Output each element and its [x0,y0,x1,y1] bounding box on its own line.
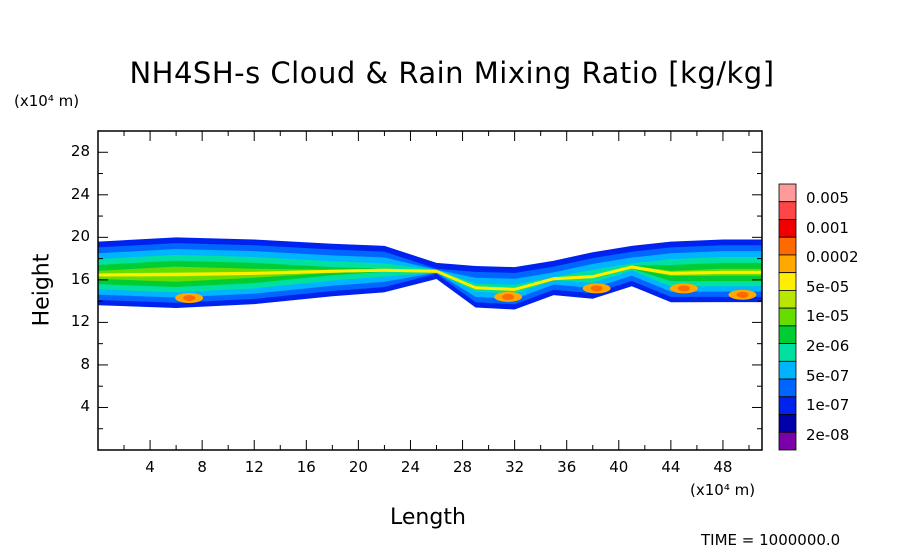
y-tick-label: 28 [70,142,90,161]
x-tick-label: 48 [713,458,733,476]
colorbar-swatch [778,343,797,362]
colorbar-label: 0.001 [806,218,849,237]
x-tick-label: 28 [453,458,473,476]
colorbar-swatch [778,396,797,415]
y-axis-unit: (x10⁴ m) [14,92,80,110]
colorbar-swatch [778,378,797,398]
colorbar-label: 1e-05 [806,307,850,326]
y-tick-label: 24 [70,184,90,203]
colorbar-label: 1e-07 [806,396,850,415]
colorbar-swatch [778,289,797,309]
colorbar-swatch [778,360,797,380]
colorbar-swatch [778,236,797,256]
colorbar-swatch [778,201,797,220]
cloud-layer-4 [98,260,762,291]
y-tick-label: 8 [80,354,90,373]
x-tick-label: 16 [296,458,316,476]
colorbar-label: 2e-06 [806,337,850,355]
colorbar-label: 2e-08 [806,425,850,444]
colorbar-swatch [778,414,797,433]
colorbar-label: 5e-07 [806,366,850,385]
cloud-core-peak-1 [502,293,515,300]
x-tick-label: 40 [609,458,629,476]
colorbar-swatch [778,254,797,274]
colorbar-swatch [778,183,797,203]
tick-marks [98,131,762,450]
cloud-core-peak-2 [590,285,603,292]
x-tick-label: 4 [145,458,155,476]
colorbar-swatch [778,219,797,238]
plot-content [98,237,762,310]
y-tick-label: 20 [70,227,90,246]
x-tick-label: 20 [348,458,368,476]
x-tick-label: 32 [505,458,525,476]
colorbar-label: 0.0002 [806,248,859,267]
colorbar [778,183,797,451]
x-tick-label: 8 [197,458,207,476]
cloud-layer-7 [98,265,762,291]
y-tick-label: 12 [70,312,90,331]
colorbar-swatch [778,272,797,291]
colorbar-swatch [778,431,797,451]
x-tick-label: 36 [557,458,577,476]
cloud-core-peak-0 [183,294,196,301]
cloud-core-peak-3 [677,285,690,292]
chart-title: NH4SH-s Cloud & Rain Mixing Ratio [kg/kg… [129,56,775,90]
x-axis-unit: (x10⁴ m) [690,481,756,499]
x-axis-label: Length [390,505,466,530]
colorbar-swatch [778,325,797,345]
colorbar-label: 5e-05 [806,277,850,296]
y-tick-label: 4 [80,397,90,416]
x-tick-label: 44 [661,458,681,476]
x-tick-label: 24 [400,458,421,476]
plot-frame [97,130,763,451]
x-tick-label: 12 [244,458,264,476]
colorbar-swatch [778,307,797,327]
colorbar-label: 0.005 [806,189,849,207]
y-tick-label: 16 [70,269,90,288]
cloud-core-peak-4 [736,291,749,298]
